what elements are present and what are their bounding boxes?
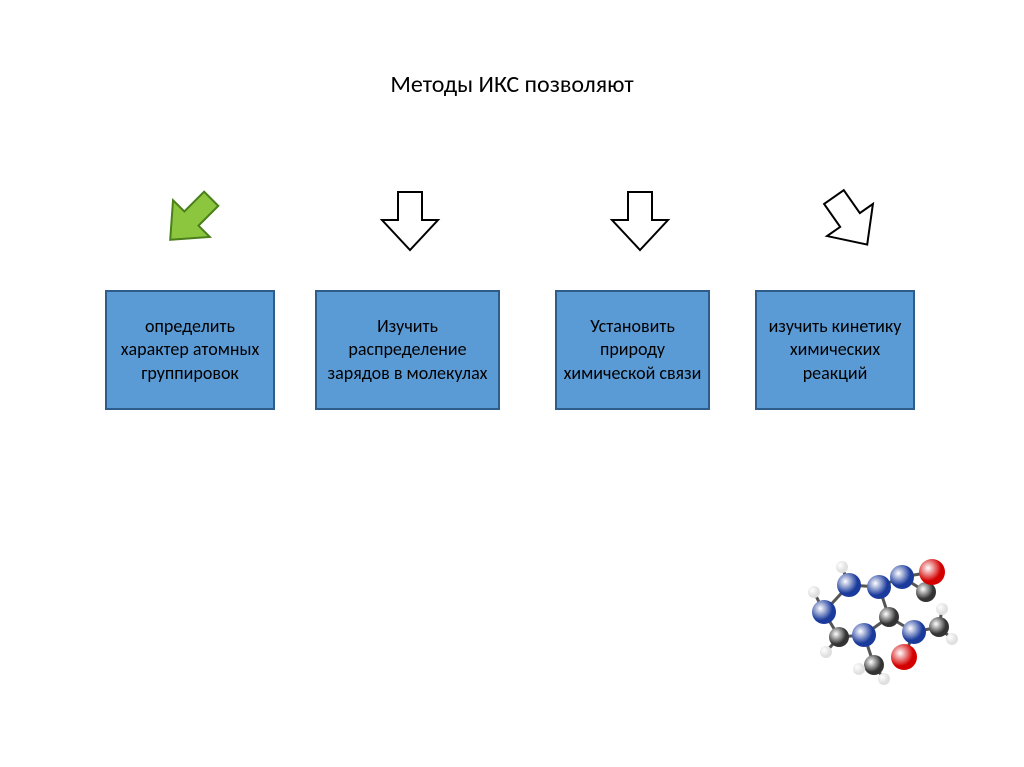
box-label: Установить природу химической связи — [561, 315, 704, 385]
molecule-icon — [784, 537, 964, 697]
arrow-down-icon — [370, 180, 450, 260]
box-label: Изучить распределение зарядов в молекула… — [321, 315, 494, 385]
box-charge-distribution: Изучить распределение зарядов в молекула… — [315, 290, 500, 410]
box-kinetics: изучить кинетику химических реакций — [755, 290, 915, 410]
arrow-down-icon — [600, 180, 680, 260]
arrow-green-icon — [150, 180, 230, 260]
box-label: определить характер атомных группировок — [111, 315, 269, 385]
box-chemical-bond: Установить природу химической связи — [555, 290, 710, 410]
box-atomic-groups: определить характер атомных группировок — [105, 290, 275, 410]
box-label: изучить кинетику химических реакций — [761, 315, 909, 385]
page-title: Методы ИКС позволяют — [0, 70, 1024, 99]
arrow-down-right-icon — [810, 180, 890, 260]
